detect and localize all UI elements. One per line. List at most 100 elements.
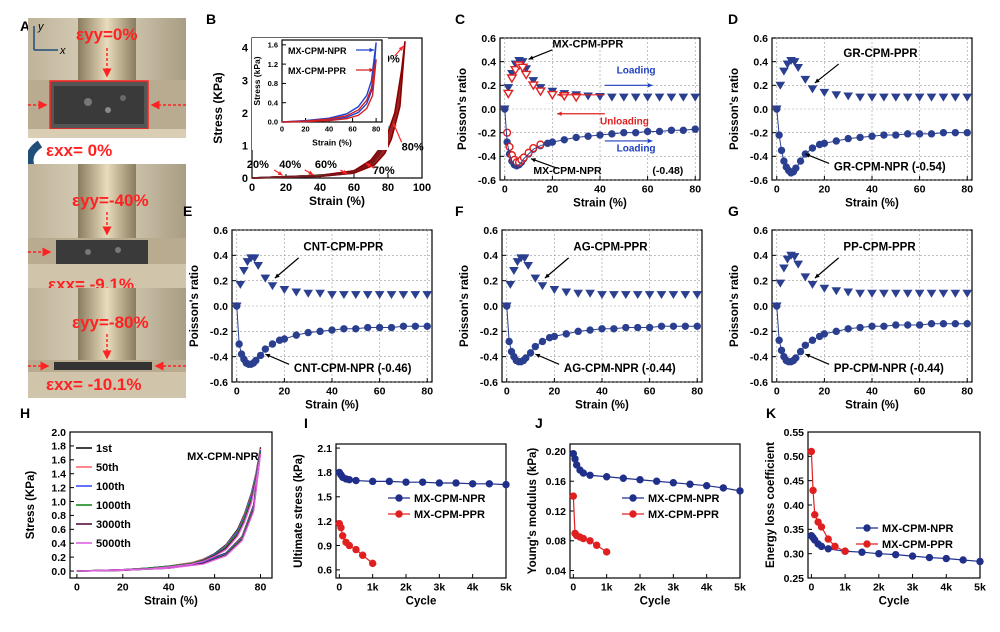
panel-letter-i: I [304, 415, 308, 431]
data-point [962, 93, 973, 102]
y-tick-label: -0.4 [750, 151, 768, 163]
data-point [579, 469, 588, 477]
y-tick-label: 1.0 [51, 496, 66, 508]
data-point [267, 282, 278, 291]
legend-swatch-marker [395, 510, 403, 518]
legend-swatch-marker [395, 494, 403, 502]
data-point [841, 547, 849, 555]
data-point [418, 478, 427, 486]
annotation-arrowhead [365, 163, 371, 168]
y-tick-label: 0.45 [784, 475, 805, 487]
y-tick-label: 0.2 [753, 80, 768, 92]
series-5 [76, 453, 262, 572]
data-point [686, 480, 694, 488]
x-tick-label: 20 [279, 386, 291, 398]
data-point [831, 287, 842, 296]
y-tick-label: 0.2 [483, 275, 498, 287]
y-axis-label: Poisson's ratio [459, 265, 471, 347]
y-tick-label: 1.6 [268, 41, 278, 50]
y-tick-label: 0.4 [268, 98, 279, 107]
data-point [235, 280, 246, 289]
x-tick-label: 40 [866, 184, 878, 196]
panel-letter-k: K [766, 405, 776, 421]
data-point [422, 291, 433, 300]
label-ppr: PP-CPM-PPR [843, 241, 916, 253]
x-tick-label: 60 [348, 125, 356, 134]
x-tick-label: 20 [280, 182, 292, 194]
data-point [867, 289, 877, 298]
data-point [402, 478, 410, 486]
data-point [807, 280, 818, 289]
y-tick-label: 1.2 [51, 482, 66, 494]
y-axis-label: Energy loss coefficient [765, 442, 777, 568]
y-tick-label: -0.6 [750, 377, 768, 389]
x-axis-label: Strain (%) [309, 194, 365, 208]
data-point [831, 542, 839, 551]
y-tick-label: 0.6 [753, 225, 768, 237]
x-tick-label: 80 [961, 386, 973, 398]
legend-swatch-marker [863, 540, 871, 548]
x-tick-label: 80 [255, 582, 267, 594]
data-point [793, 260, 804, 269]
annotation-arrowhead [398, 46, 404, 51]
x-tick-label: 1k [367, 582, 379, 594]
annotation-arrowhead [528, 55, 534, 60]
data-point [530, 274, 541, 283]
series-1 [502, 61, 582, 103]
x-tick-label: 20 [117, 582, 129, 594]
y-tick-label: -0.6 [750, 175, 768, 187]
y-tick-label: 0.9 [317, 540, 332, 552]
y-tick-label: 0.6 [51, 524, 66, 536]
data-point [253, 261, 264, 270]
annotation-arrowhead [308, 170, 314, 175]
data-point [368, 477, 377, 486]
data-point [350, 291, 361, 300]
x-tick-label: 5k [974, 582, 986, 594]
data-point [819, 284, 830, 293]
data-point [537, 282, 548, 291]
data-point [362, 291, 373, 300]
legend-swatch-marker [629, 494, 637, 502]
data-point [607, 93, 617, 102]
data-point [914, 93, 925, 102]
y-tick-label: 0.0 [753, 104, 768, 116]
data-point [609, 291, 619, 300]
data-point [891, 550, 900, 559]
data-point [962, 289, 973, 298]
panel-letter-d: D [728, 11, 738, 27]
data-point [819, 88, 830, 97]
label-sample: MX-CPM-NPR [187, 451, 259, 463]
chart-e: E 0 20 40 60 80 -0.6 -0.4 -0.2 0.0 0.2 0.4 0.6 Strain… [183, 203, 433, 412]
label-ppr: CNT-CPM-PPR [303, 241, 384, 253]
legend-label: MX-CPM-NPR [414, 493, 486, 505]
series-0 [281, 42, 377, 123]
plot-frame [281, 39, 383, 123]
x-tick-label: 20 [819, 184, 831, 196]
data-point [279, 286, 290, 294]
data-point [452, 479, 460, 487]
data-point [260, 274, 271, 283]
legend-label: 5000th [96, 538, 131, 550]
data-point [585, 289, 595, 298]
data-point [239, 267, 249, 275]
axis-y-label: y [37, 21, 45, 33]
data-point [435, 479, 444, 487]
x-tick-label: 40 [325, 125, 333, 134]
x-tick-label: 20 [549, 386, 561, 398]
x-tick-label: 3k [433, 582, 445, 594]
annotation-arrowhead [814, 273, 820, 279]
annotation-arrowhead [369, 47, 374, 53]
axis-x-label: x [59, 45, 66, 57]
data-point [890, 93, 901, 102]
data-point [807, 85, 818, 94]
x-tick-label: 0 [280, 125, 284, 134]
data-point [678, 93, 689, 102]
annotation-arrowhead [265, 353, 271, 358]
x-tick-label: 5k [500, 582, 512, 594]
data-point [793, 64, 804, 73]
y-tick-label: 0.0 [268, 118, 278, 127]
data-point [503, 84, 514, 93]
x-axis-label: Strain (%) [845, 400, 899, 412]
